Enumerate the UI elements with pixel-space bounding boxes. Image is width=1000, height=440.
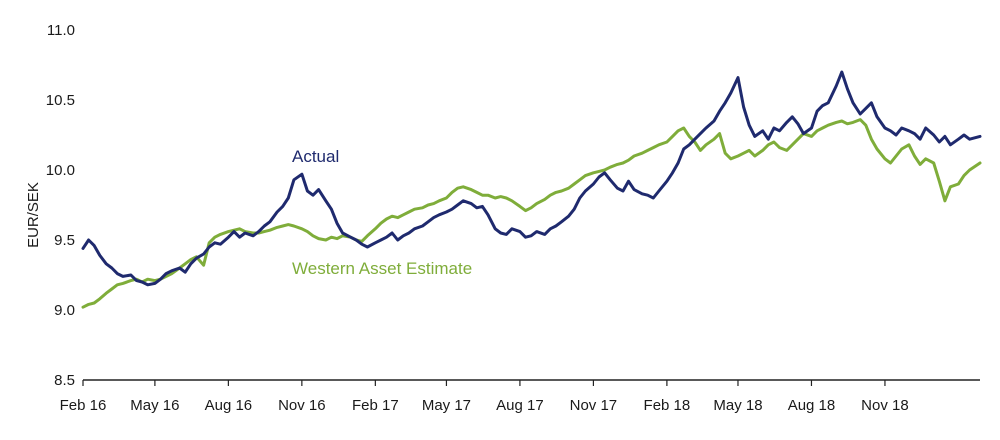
- y-axis: 11.0 10.5 10.0 9.5 9.0 8.5: [46, 22, 75, 389]
- y-tick-label: 10.0: [46, 162, 75, 179]
- y-tick-label: 9.0: [54, 302, 75, 319]
- x-tick-label: Feb 18: [644, 397, 691, 414]
- y-axis-title: EUR/SEK: [25, 182, 42, 248]
- x-tick-label: Nov 17: [570, 397, 618, 414]
- x-tick-label: Nov 16: [278, 397, 326, 414]
- x-tick-label: Feb 16: [60, 397, 107, 414]
- y-tick-label: 11.0: [47, 22, 75, 39]
- x-tick-label: May 17: [422, 397, 471, 414]
- series-label-actual: Actual: [292, 147, 339, 166]
- x-tick-label: Feb 17: [352, 397, 399, 414]
- x-tick-label: May 16: [130, 397, 179, 414]
- x-tick-label: Nov 18: [861, 397, 909, 414]
- series-lines: [81, 70, 982, 309]
- x-tick-label: Aug 16: [205, 397, 253, 414]
- x-tick-label: Aug 17: [496, 397, 544, 414]
- x-tick-label: Aug 18: [788, 397, 836, 414]
- series-label-western-asset-estimate: Western Asset Estimate: [292, 259, 472, 278]
- y-tick-label: 9.5: [54, 232, 75, 249]
- y-tick-label: 8.5: [54, 372, 75, 389]
- x-tick-label: May 18: [713, 397, 762, 414]
- x-axis: Feb 16 May 16 Aug 16 Nov 16 Feb 17 May 17 Aug …: [60, 379, 980, 414]
- y-tick-label: 10.5: [46, 92, 75, 109]
- series-line-actual: [81, 70, 982, 287]
- series-line-western-asset-estimate: [81, 118, 982, 309]
